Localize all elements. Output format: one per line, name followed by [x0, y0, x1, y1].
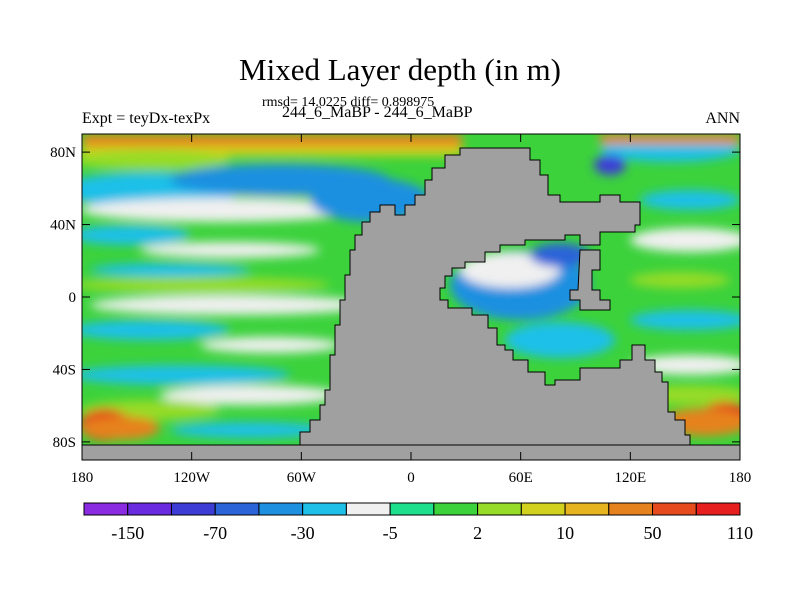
x-tick-label: 180	[729, 470, 752, 486]
colorbar-label: -30	[291, 523, 315, 543]
colorbar-box	[258, 502, 304, 516]
land-mass-east	[569, 249, 611, 311]
colorbar-box	[214, 502, 260, 516]
colorbar-box	[170, 502, 216, 516]
land-masses	[82, 147, 740, 460]
colorbar-label: -5	[383, 523, 398, 543]
x-tick-label: 120E	[614, 470, 646, 486]
map-subtitle: 244_6_MaBP - 244_6_MaBP	[282, 104, 473, 121]
colorbar-label: 110	[727, 523, 753, 543]
colorbar-box	[433, 502, 479, 516]
axis-ticks: 180 120W 60W 0 60E 120E 180 80N 40N 0 40S 80S	[50, 134, 751, 486]
y-tick-label: 80N	[50, 145, 76, 161]
y-tick-label: 80S	[53, 435, 76, 451]
colorbar-box	[345, 502, 391, 516]
colorbar-box	[520, 502, 566, 516]
colorbar-label: 10	[556, 523, 574, 543]
season-label: ANN	[705, 110, 740, 127]
x-tick-label: 60W	[287, 470, 317, 486]
rmsd-stats: rmsd= 14.0225 diff= 0.898975	[262, 95, 435, 110]
colorbar-box	[127, 502, 172, 516]
x-tick-label: 120W	[173, 470, 211, 486]
x-tick-label: 60E	[509, 470, 533, 486]
colorbar-box	[564, 502, 610, 516]
colorbar-label: 2	[473, 523, 482, 543]
y-tick-label: 40S	[53, 362, 76, 378]
y-tick-label: 40N	[50, 218, 76, 234]
colorbar-label: -70	[203, 523, 227, 543]
map-title: Mixed Layer depth (in m)	[239, 52, 561, 87]
y-tick-label: 0	[69, 290, 77, 306]
colorbar-box	[389, 502, 435, 516]
colorbar-box	[302, 502, 347, 516]
map-field	[82, 134, 740, 460]
colorbar: -150 -70 -30 -5 2 10 50 110	[83, 502, 753, 543]
colorbar-box	[83, 502, 129, 516]
colorbar-box	[608, 502, 654, 516]
experiment-label: Expt = teyDx-texPx	[82, 110, 211, 127]
x-tick-label: 180	[71, 470, 94, 486]
colorbar-box	[695, 502, 741, 516]
colorbar-box	[477, 502, 522, 516]
colorbar-label: 50	[644, 523, 662, 543]
colorbar-label: -150	[111, 523, 144, 543]
land-mass-west	[299, 147, 691, 446]
colorbar-box	[652, 502, 697, 516]
x-tick-label: 0	[407, 470, 415, 486]
